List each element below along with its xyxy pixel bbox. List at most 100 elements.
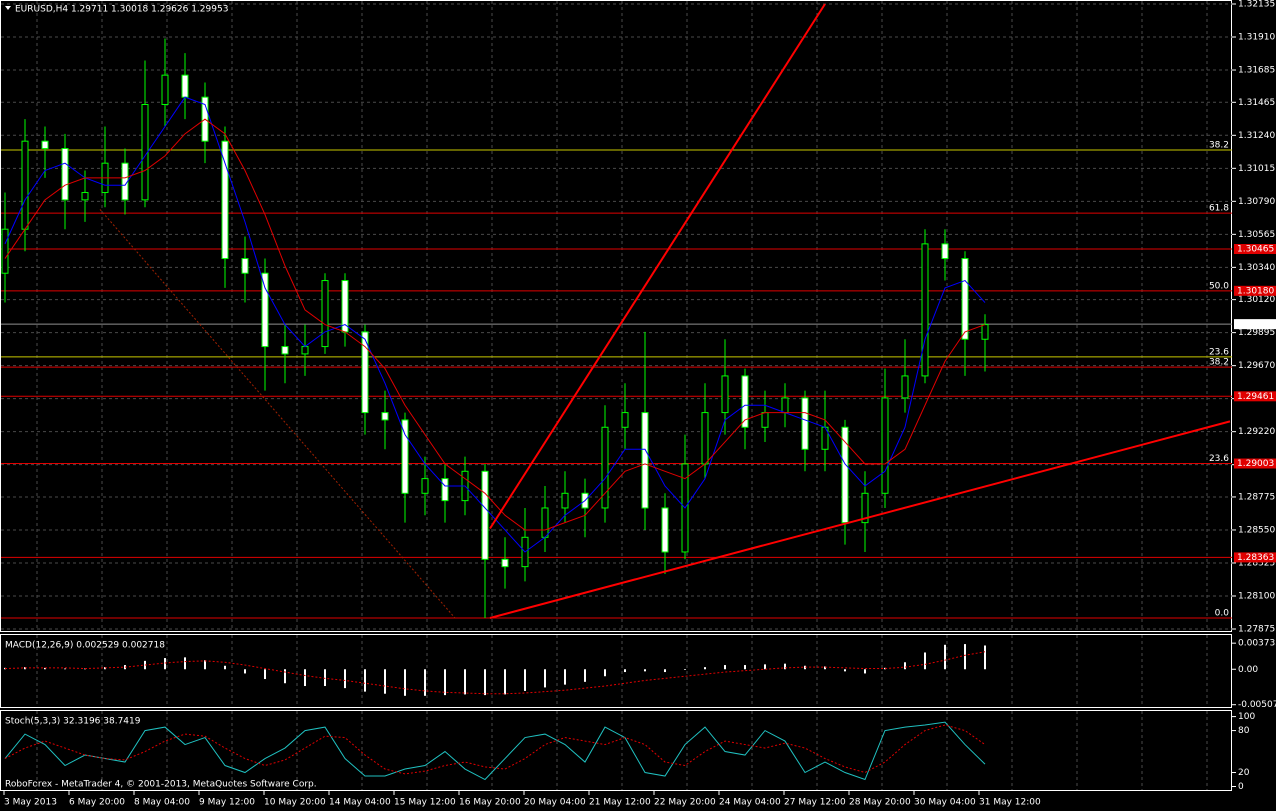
y-tick-label: 1.29670 <box>1238 361 1275 371</box>
y-tick-label: 1.30790 <box>1238 197 1275 207</box>
y-tick-label: 1.32135 <box>1238 0 1275 10</box>
x-tick-label: 3 May 2013 <box>4 798 57 808</box>
macd-bar <box>564 669 566 685</box>
level-price-label: 1.28363 <box>1237 553 1274 563</box>
candle-body <box>361 331 369 414</box>
level-label: 38.2 <box>1209 358 1229 368</box>
y-tick-label: 1.27875 <box>1238 625 1275 635</box>
macd-bar <box>284 669 286 684</box>
macd-bar <box>964 644 966 670</box>
candle-body <box>921 243 929 377</box>
y-tick-label: 0.00 <box>1238 665 1258 675</box>
candle-body <box>381 412 389 421</box>
macd-bar <box>924 652 926 670</box>
level-price-box <box>1234 244 1276 255</box>
macd-bar <box>544 669 546 688</box>
macd-bar <box>784 663 786 670</box>
macd-bar <box>224 665 226 670</box>
candle-body <box>741 375 749 428</box>
level-price-box <box>1234 391 1276 402</box>
menu-triangle[interactable] <box>5 6 11 10</box>
level-price-label: 1.29003 <box>1237 459 1274 469</box>
macd-bar <box>724 665 726 670</box>
y-tick-label: 1.31240 <box>1238 131 1275 141</box>
candle-body <box>421 478 429 494</box>
y-tick-label: -0.005072 <box>1238 700 1276 710</box>
candle-body <box>301 346 309 355</box>
y-tick-label: 1.30340 <box>1238 263 1275 273</box>
bid-box <box>1234 319 1276 330</box>
candle-body <box>901 375 909 399</box>
macd-bar <box>764 664 766 670</box>
signal-line <box>4 651 986 695</box>
x-tick-label: 9 May 12:00 <box>199 798 255 808</box>
y-tick-label: 1.28775 <box>1238 492 1275 502</box>
macd-bar <box>404 669 406 696</box>
level-label: 0.0 <box>1215 608 1230 618</box>
candle-body <box>181 74 189 98</box>
y-tick-label: 1.28550 <box>1238 525 1275 535</box>
candle-body <box>621 412 629 428</box>
candle-body <box>281 346 289 355</box>
macd-bar <box>384 669 386 694</box>
candle-body <box>961 258 969 340</box>
y-tick-label: 0.003733 <box>1238 639 1276 649</box>
level-label: 61.8 <box>1209 204 1229 214</box>
candle-body <box>981 324 989 340</box>
y-tick-label: 1.31015 <box>1238 164 1275 174</box>
y-tick-label: 20 <box>1238 768 1250 778</box>
level-label: 38.2 <box>1209 140 1229 150</box>
y-tick-label: 1.28325 <box>1238 558 1275 568</box>
candle-body <box>601 426 609 509</box>
candle-body <box>881 397 889 494</box>
y-tick-label: 1.29895 <box>1238 328 1275 338</box>
macd-bar <box>504 669 506 695</box>
macd-bar <box>464 669 466 695</box>
stoch-panel-frame <box>0 710 1232 791</box>
candle-body <box>641 412 649 509</box>
x-tick-label: 22 May 20:00 <box>654 798 716 808</box>
y-tick-label: 1.31910 <box>1238 33 1275 43</box>
macd-bar <box>824 666 826 670</box>
macd-bar <box>864 669 866 674</box>
candle-body <box>221 140 229 260</box>
bid-label: 1.29953 <box>1237 320 1274 330</box>
stoch-line <box>4 724 986 775</box>
candle-body <box>721 375 729 414</box>
level-price-label: 1.30180 <box>1237 286 1274 296</box>
candle-body <box>241 258 249 274</box>
candle-body <box>261 272 269 348</box>
level-label: 23.6 <box>1209 454 1229 464</box>
level-label: 23.6 <box>1209 347 1229 357</box>
level-price-label: 1.30465 <box>1237 245 1274 255</box>
macd-bar <box>344 669 346 689</box>
level-price-box <box>1234 285 1276 296</box>
y-tick-label: 1.29220 <box>1238 427 1275 437</box>
copyright-footer: RoboForex - MetaTrader 4, © 2001-2013, M… <box>5 780 317 790</box>
y-tick-label: 1.28100 <box>1238 591 1275 601</box>
candle-body <box>1 228 9 274</box>
macd-bar <box>164 658 166 670</box>
main-panel-frame <box>0 0 1232 632</box>
candle-body <box>61 148 69 201</box>
x-tick-label: 14 May 04:00 <box>329 798 391 808</box>
macd-bar <box>704 667 706 670</box>
x-tick-label: 24 May 04:00 <box>719 798 781 808</box>
x-tick-label: 10 May 20:00 <box>264 798 326 808</box>
x-tick-label: 30 May 04:00 <box>914 798 976 808</box>
macd-bar <box>684 669 686 670</box>
x-tick-label: 20 May 04:00 <box>524 798 586 808</box>
trend-line <box>489 420 1231 619</box>
candle-body <box>781 397 789 414</box>
stoch-line <box>4 721 986 781</box>
macd-bar <box>664 669 666 673</box>
moving-average <box>4 118 986 531</box>
x-tick-label: 15 May 12:00 <box>394 798 456 808</box>
candle-body <box>161 74 169 105</box>
candle-body <box>541 507 549 538</box>
macd-bar <box>364 669 366 692</box>
macd-bar <box>524 669 526 691</box>
